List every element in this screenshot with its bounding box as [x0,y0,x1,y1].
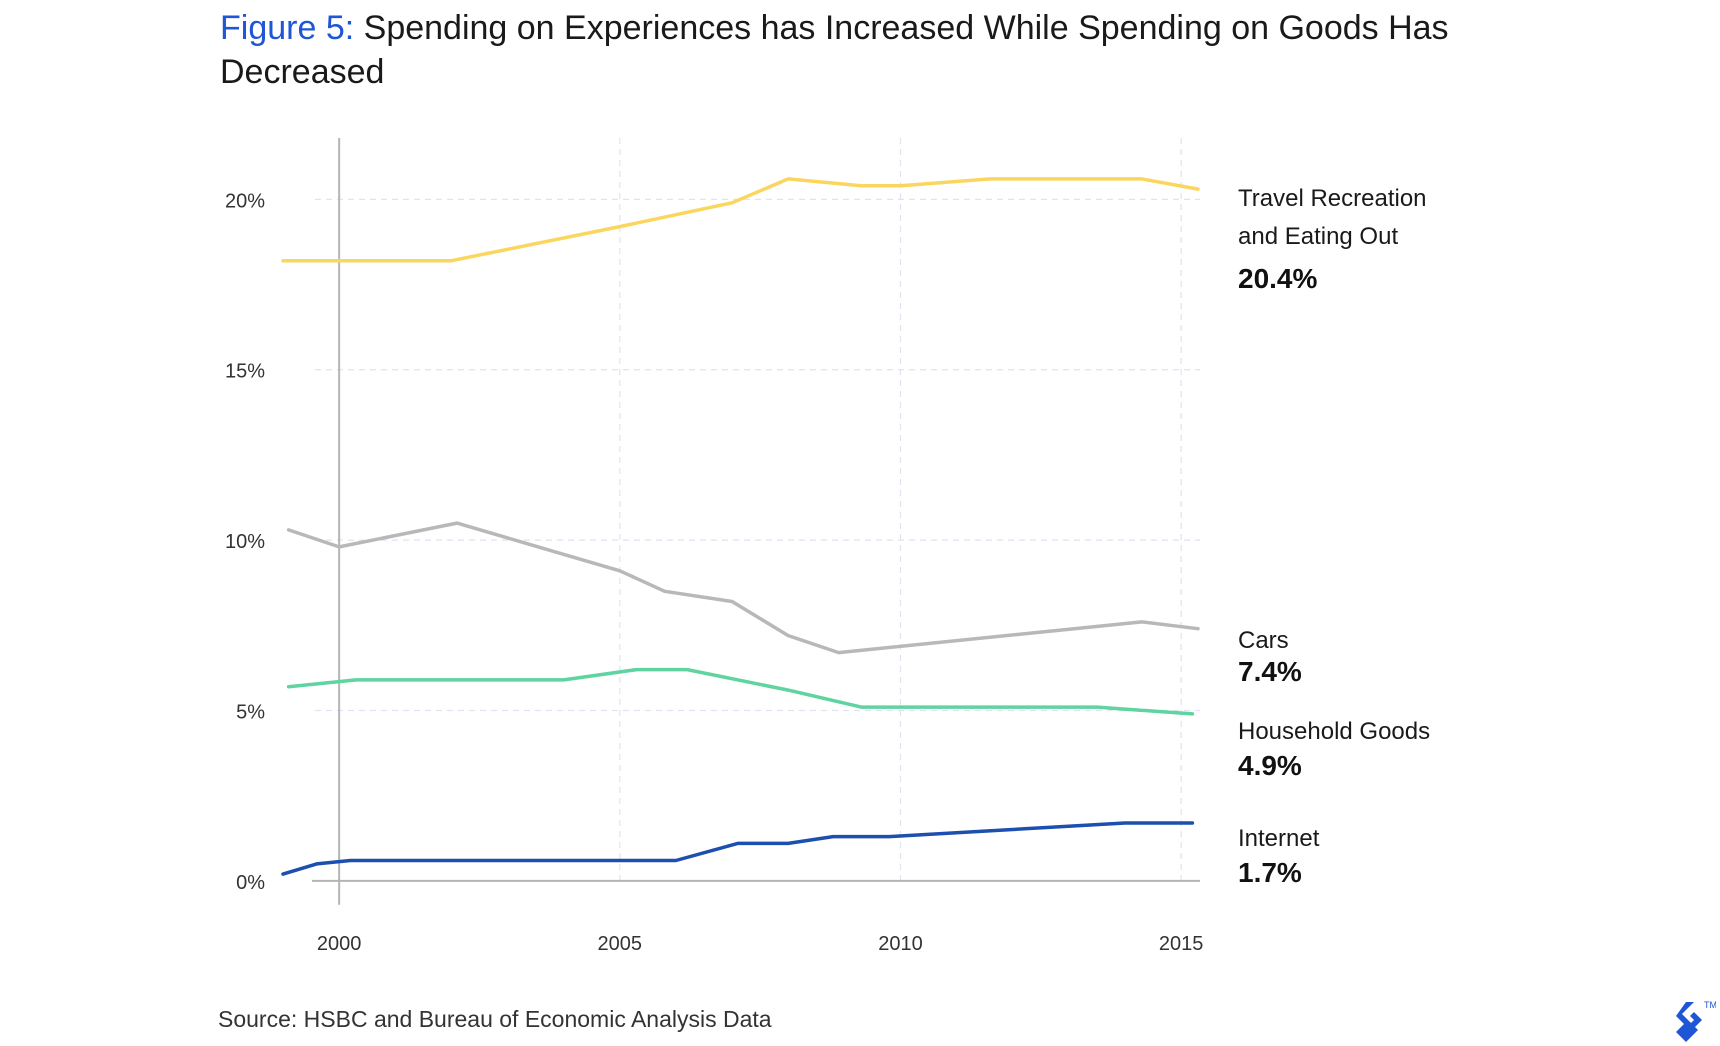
series-label: Travel Recreation [1238,185,1427,212]
x-tick-label: 2005 [598,933,643,955]
svg-text:TM: TM [1704,1000,1716,1010]
series-label: Cars [1238,627,1289,654]
series-end-value-label: 1.7% [1238,857,1302,888]
series-end-value-label: 20.4% [1238,263,1317,294]
figure-number: Figure 5: [220,9,355,47]
series-end-value-label: 7.4% [1238,656,1302,687]
y-tick-label: 10% [225,531,265,553]
chart-title: Figure 5: Spending on Experiences has In… [220,6,1560,94]
y-tick-label: 5% [236,702,265,724]
series-label: and Eating Out [1238,223,1398,250]
series-line-cars [286,521,1200,655]
series-end-value-label: 4.9% [1238,750,1302,781]
x-tick-label: 2010 [878,933,923,955]
figure-title-text: Spending on Experiences has Increased Wh… [220,9,1449,91]
brand-logo-icon: TM [1676,1000,1716,1042]
y-tick-label: 20% [225,190,265,212]
y-tick-label: 15% [225,361,265,383]
x-tick-label: 2000 [317,933,362,955]
series-line-travel-recreation-and-eating-out [281,177,1200,263]
series-label: Internet [1238,825,1320,852]
series-line-household-goods [286,667,1195,716]
source-note: Source: HSBC and Bureau of Economic Anal… [218,1006,772,1032]
series-line-internet [281,821,1195,876]
y-tick-label: 0% [236,872,265,894]
x-tick-label: 2015 [1159,933,1204,955]
series-label: Household Goods [1238,718,1430,745]
